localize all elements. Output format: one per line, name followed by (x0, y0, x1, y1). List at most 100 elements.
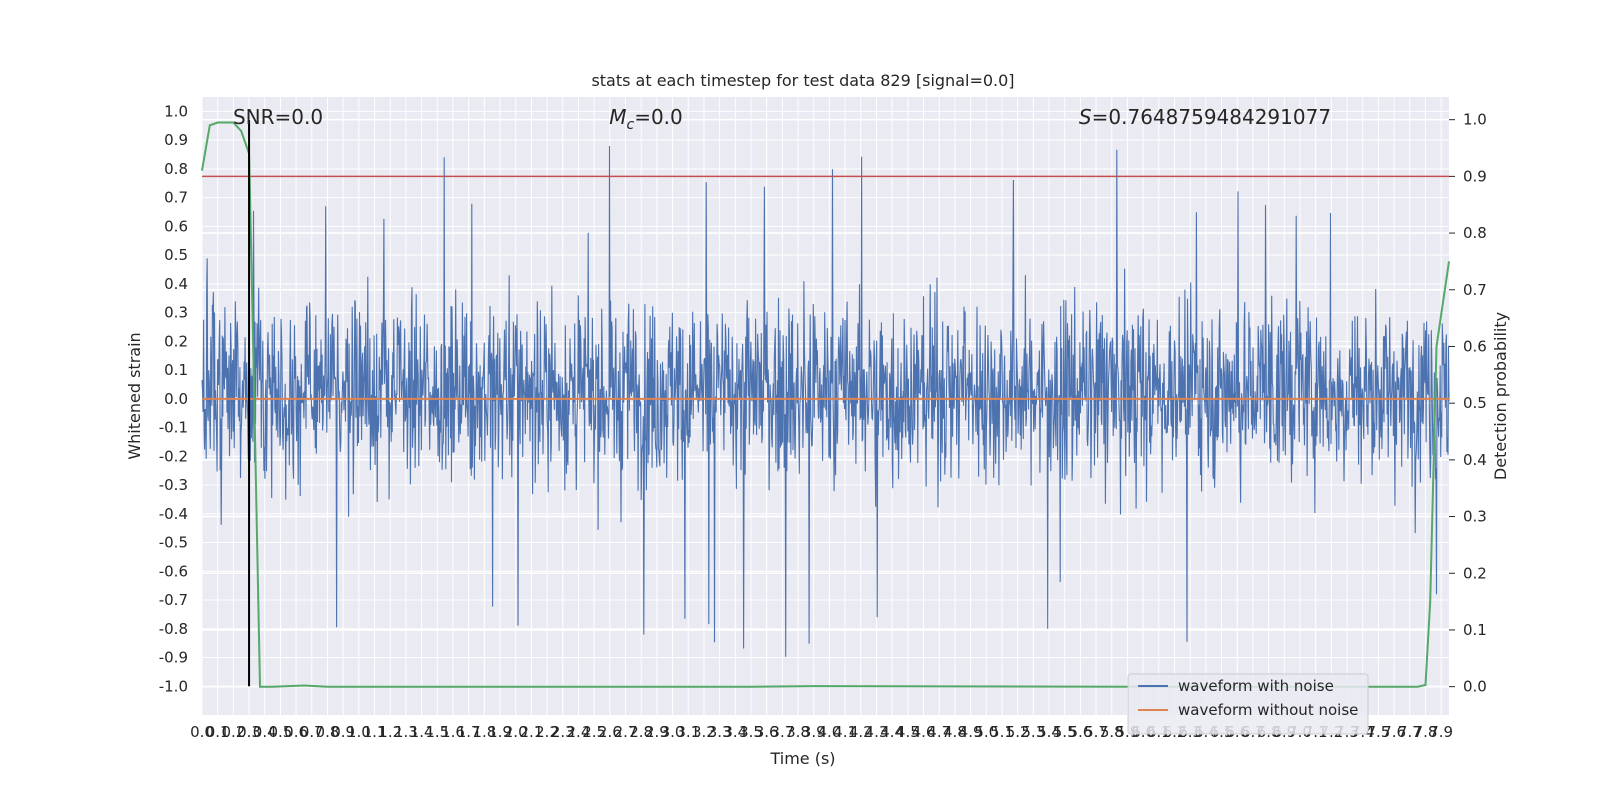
y-left-tick-label: -0.6 (159, 562, 188, 580)
x-tick-label: 5.3 (1021, 723, 1045, 741)
y-left-tick-label: 1.0 (164, 102, 188, 120)
y-right-tick-label: 0.0 (1463, 678, 1487, 696)
x-tick-label: 4.0 (817, 723, 841, 741)
x-tick-label: 2.0 (504, 723, 528, 741)
x-tick-label: 0.7 (300, 723, 324, 741)
x-tick-label: 5.4 (1037, 723, 1061, 741)
x-tick-label: 0.6 (284, 723, 308, 741)
y-left-tick-label: -0.3 (159, 476, 188, 494)
x-tick-label: 1.4 (410, 723, 434, 741)
y-left-tick-label: -0.9 (159, 649, 188, 667)
x-tick-label: 3.1 (676, 723, 700, 741)
x-tick-label: 1.5 (425, 723, 449, 741)
x-tick-label: 2.5 (582, 723, 606, 741)
x-tick-label: 0.0 (190, 723, 214, 741)
y-right-tick-label: 0.5 (1463, 394, 1487, 412)
y-axis-right-ticks: 1.0 0.9 0.8 0.7 0.6 0.5 0.4 0.3 0.2 0.1 0.0 (1449, 111, 1487, 696)
y-right-tick-label: 0.1 (1463, 621, 1487, 639)
y-left-tick-label: 0.7 (164, 189, 188, 207)
waveform-with-noise-line (201, 145, 1450, 657)
x-axis-ticks: 0.00.10.20.30.40.50.60.70.80.91.01.11.21… (190, 723, 1453, 741)
y-right-tick-label: 0.6 (1463, 337, 1487, 355)
y-axis-left-ticks: 1.0 0.9 0.8 0.7 0.6 0.5 0.4 0.3 0.2 0.1 0.0 -0.1 -0.… (159, 102, 188, 695)
y-right-tick-label: 1.0 (1463, 111, 1487, 129)
x-tick-label: 3.5 (739, 723, 763, 741)
x-tick-label: 3.7 (770, 723, 794, 741)
x-tick-label: 2.1 (519, 723, 543, 741)
x-tick-label: 5.6 (1068, 723, 1092, 741)
x-tick-label: 4.8 (943, 723, 967, 741)
x-tick-label: 3.2 (692, 723, 716, 741)
legend: waveform with noise waveform without noi… (1127, 673, 1369, 735)
x-tick-label: 7.8 (1414, 723, 1438, 741)
x-tick-label: 2.7 (614, 723, 638, 741)
score-symbol: S (1079, 105, 1092, 129)
y-axis-left-label: Whitened strain (125, 332, 144, 459)
chirp-mass-subscript: c (626, 117, 634, 133)
x-tick-label: 2.8 (629, 723, 653, 741)
x-tick-label: 3.9 (802, 723, 826, 741)
x-tick-label: 1.0 (347, 723, 371, 741)
x-tick-label: 0.2 (221, 723, 245, 741)
x-tick-label: 7.5 (1366, 723, 1390, 741)
x-tick-label: 0.1 (206, 723, 230, 741)
legend-label-clean: waveform without noise (1178, 701, 1358, 719)
x-tick-label: 5.7 (1084, 723, 1108, 741)
x-tick-label: 4.1 (833, 723, 857, 741)
x-tick-label: 4.7 (927, 723, 951, 741)
snr-annotation: SNR=0.0 (233, 105, 323, 129)
x-tick-label: 4.5 (896, 723, 920, 741)
score-annotation: S=0.7648759484291077 (1079, 105, 1331, 129)
x-tick-label: 1.9 (488, 723, 512, 741)
y-right-tick-label: 0.7 (1463, 281, 1487, 299)
x-tick-label: 0.9 (331, 723, 355, 741)
detection-probability-line (201, 121, 1450, 688)
x-tick-label: 0.5 (268, 723, 292, 741)
chirp-mass-value: =0.0 (634, 105, 683, 129)
y-left-tick-label: -1.0 (159, 677, 188, 695)
x-tick-label: 1.2 (378, 723, 402, 741)
x-tick-label: 2.2 (535, 723, 559, 741)
x-tick-label: 2.6 (598, 723, 622, 741)
x-tick-label: 5.0 (974, 723, 998, 741)
y-right-tick-label: 0.2 (1463, 564, 1487, 582)
y-left-tick-label: 0.2 (164, 332, 188, 350)
x-tick-label: 0.3 (237, 723, 261, 741)
x-tick-label: 3.6 (755, 723, 779, 741)
y-axis-right-label: Detection probability (1491, 312, 1510, 480)
y-left-tick-label: -0.2 (159, 447, 188, 465)
x-tick-label: 1.8 (472, 723, 496, 741)
x-tick-label: 2.4 (567, 723, 591, 741)
x-tick-label: 2.3 (551, 723, 575, 741)
legend-label-noise: waveform with noise (1178, 677, 1334, 695)
y-right-tick-label: 0.8 (1463, 224, 1487, 242)
y-left-tick-label: 0.0 (164, 390, 188, 408)
y-left-tick-label: 0.1 (164, 361, 188, 379)
x-tick-label: 7.7 (1398, 723, 1422, 741)
x-tick-label: 4.6 (912, 723, 936, 741)
x-tick-label: 0.4 (253, 723, 277, 741)
x-tick-label: 3.8 (786, 723, 810, 741)
x-tick-label: 5.5 (1053, 723, 1077, 741)
y-right-tick-label: 0.4 (1463, 451, 1487, 469)
series-waveform-with-noise (201, 145, 1450, 657)
chirp-mass-symbol: M (609, 105, 626, 129)
y-left-tick-label: -0.5 (159, 534, 188, 552)
x-tick-label: 3.4 (723, 723, 747, 741)
y-left-tick-label: -0.1 (159, 419, 188, 437)
y-left-tick-label: -0.8 (159, 620, 188, 638)
y-left-tick-label: -0.4 (159, 505, 188, 523)
x-tick-label: 2.9 (645, 723, 669, 741)
x-tick-label: 7.6 (1382, 723, 1406, 741)
y-left-tick-label: 0.4 (164, 275, 188, 293)
x-tick-label: 4.3 (865, 723, 889, 741)
x-tick-label: 1.7 (457, 723, 481, 741)
x-tick-label: 0.8 (316, 723, 340, 741)
x-tick-label: 3.3 (708, 723, 732, 741)
y-left-tick-label: -0.7 (159, 591, 188, 609)
y-right-tick-label: 0.9 (1463, 167, 1487, 185)
x-tick-label: 7.9 (1429, 723, 1453, 741)
x-tick-label: 5.1 (990, 723, 1014, 741)
score-value: =0.7648759484291077 (1092, 105, 1331, 129)
